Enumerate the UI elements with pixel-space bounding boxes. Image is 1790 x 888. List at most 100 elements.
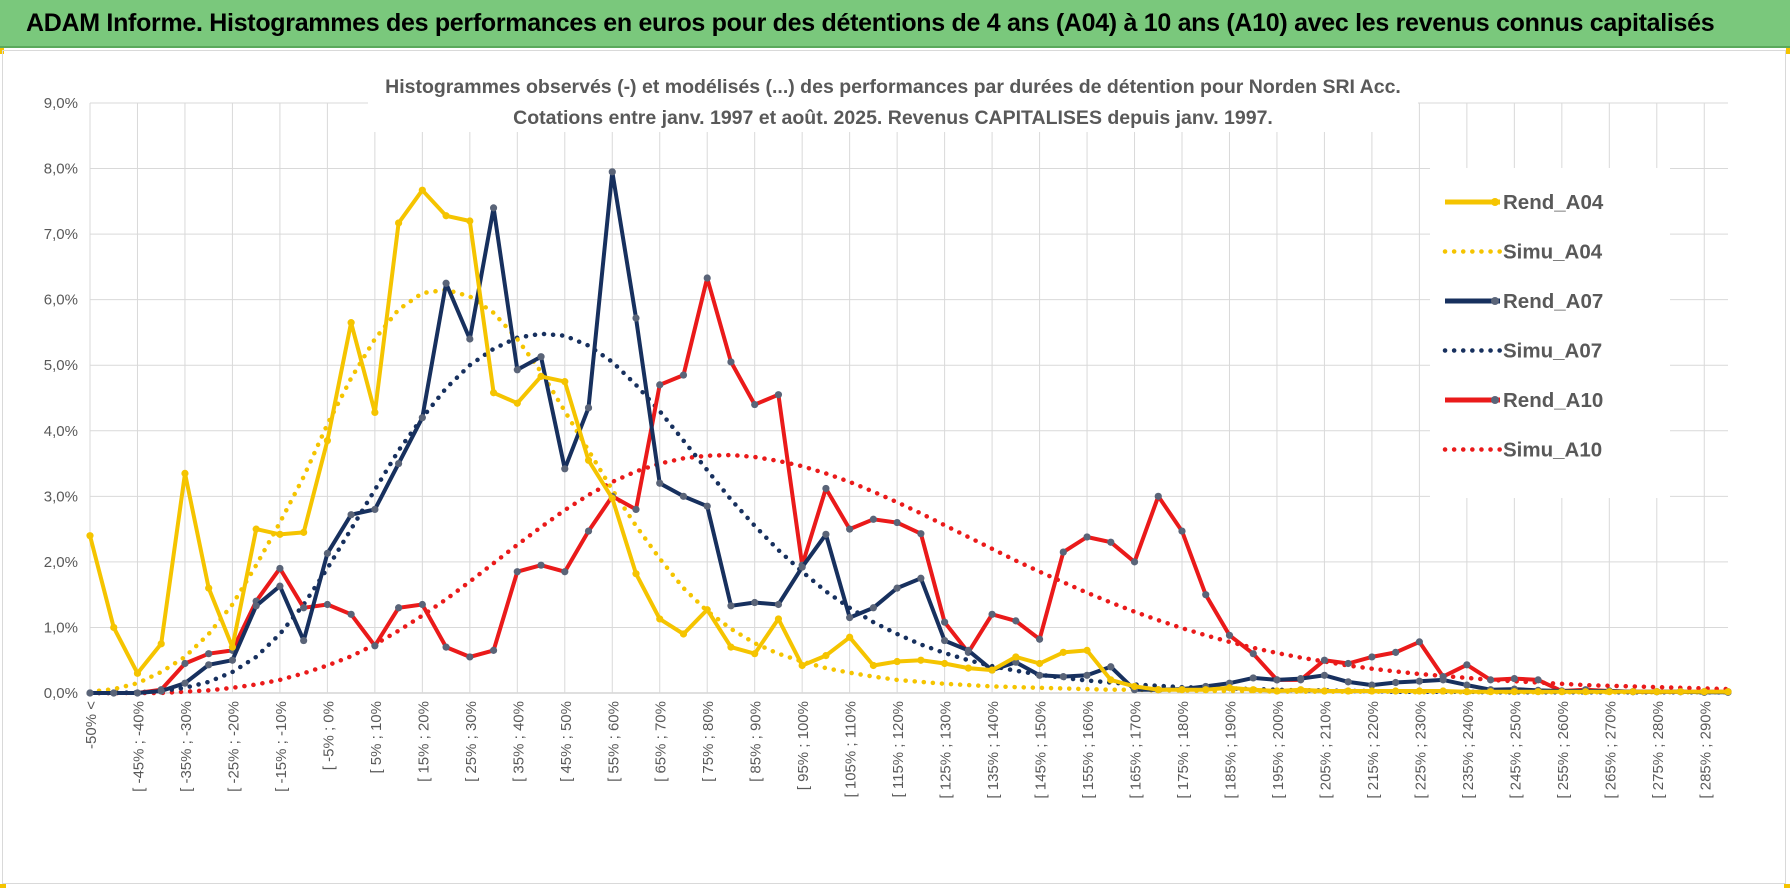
series-point-rend-a10 (181, 659, 189, 668)
series-point-rend-a04 (1534, 688, 1542, 696)
series-point-rend-a10 (323, 600, 331, 609)
x-tick-label: [ 25% ; 30% (463, 701, 480, 782)
series-point-rend-a10 (703, 274, 711, 282)
series-point-rend-a10 (1130, 558, 1139, 566)
series-point-rend-a07 (252, 602, 260, 610)
series-point-rend-a07 (1344, 678, 1352, 686)
y-tick-label: 3,0% (44, 488, 78, 505)
series-line-rend-a10 (90, 276, 1728, 695)
series-point-rend-a10 (1392, 648, 1400, 656)
x-tick-label: [ 5% ; 10% (368, 701, 385, 774)
y-tick-label: 7,0% (44, 226, 78, 243)
series-point-rend-a07 (395, 459, 403, 468)
x-tick-label: [ -15% ; -10% (273, 701, 290, 792)
x-tick-label: [ 135% ; 140% (985, 701, 1002, 799)
series-point-rend-a04 (1202, 686, 1210, 694)
series-point-rend-a04 (1510, 688, 1518, 696)
y-tick-label: 2,0% (44, 554, 78, 571)
series-point-rend-a04 (1558, 688, 1566, 696)
series-point-rend-a07 (703, 502, 711, 510)
series-point-rend-a04 (822, 652, 830, 660)
series-point-rend-a04 (1344, 687, 1352, 695)
series-point-rend-a07 (1297, 674, 1305, 683)
series-point-rend-a07 (869, 604, 877, 612)
series-point-rend-a10 (1083, 533, 1091, 541)
series-point-rend-a04 (917, 656, 925, 664)
x-tick-label: [ 95% ; 100% (795, 701, 812, 790)
series-line-rend-a07 (90, 169, 1728, 695)
series-point-rend-a04 (1273, 687, 1281, 695)
title-banner: ADAM Informe. Histogrammes des performan… (0, 0, 1790, 48)
series-point-rend-a10 (679, 371, 688, 379)
series-point-rend-a04 (679, 630, 688, 638)
series-point-rend-a04 (1581, 688, 1590, 696)
series-point-rend-a07 (751, 598, 759, 607)
legend-label-simu-a04: Simu_A04 (1503, 241, 1603, 264)
series-point-rend-a07 (941, 636, 949, 645)
series-point-rend-a10 (1415, 638, 1423, 646)
series-point-rend-a04 (489, 389, 498, 397)
series-point-rend-a10 (1225, 631, 1234, 639)
series-point-rend-a10 (205, 650, 213, 658)
series-point-rend-a07 (846, 614, 854, 622)
series-point-rend-a10 (1059, 548, 1067, 556)
series-point-rend-a07 (964, 646, 972, 654)
series-point-rend-a07 (632, 314, 640, 322)
series-point-rend-a04 (252, 525, 260, 533)
series-point-rend-a10 (537, 561, 545, 569)
series-point-rend-a10 (941, 618, 949, 626)
series-point-rend-a10 (632, 505, 640, 514)
series-point-rend-a04 (893, 657, 901, 666)
series-point-rend-a04 (513, 399, 521, 407)
series-point-rend-a10 (300, 604, 308, 612)
series-point-rend-a10 (418, 600, 426, 609)
series-point-rend-a07 (276, 582, 284, 590)
series-point-rend-a04 (1724, 688, 1732, 696)
series-point-rend-a04 (395, 219, 403, 227)
series-line-simu-a10 (87, 452, 1731, 696)
series-point-rend-a04 (964, 664, 972, 672)
series-point-rend-a04 (1439, 687, 1447, 695)
series-point-rend-a07 (561, 465, 569, 473)
y-tick-label: 6,0% (44, 292, 78, 309)
series-point-rend-a04 (181, 469, 189, 477)
x-tick-label: [ 265% ; 270% (1602, 701, 1619, 799)
series-point-rend-a10 (513, 568, 521, 576)
x-tick-label: [ 245% ; 250% (1507, 701, 1524, 799)
series-line-rend-a04 (88, 188, 1728, 694)
series-point-rend-a04 (347, 319, 355, 327)
series-point-rend-a10 (1368, 653, 1376, 661)
series-point-rend-a04 (442, 212, 450, 220)
x-tick-label: -50% < (83, 701, 100, 749)
series-point-rend-a07 (489, 204, 498, 212)
series-point-rend-a04 (774, 615, 783, 623)
series-point-rend-a04 (1059, 648, 1067, 656)
series-point-rend-a04 (1130, 682, 1139, 691)
x-tick-label: [ 125% ; 130% (938, 701, 955, 799)
legend-label-rend-a10: Rend_A10 (1503, 389, 1603, 412)
x-tick-label: [ 145% ; 150% (1033, 701, 1050, 799)
series-point-rend-a04 (632, 570, 640, 578)
legend-label-rend-a07: Rend_A07 (1503, 290, 1603, 313)
series-point-rend-a07 (513, 366, 521, 374)
series-point-rend-a07 (917, 574, 925, 582)
series-point-rend-a07 (608, 168, 616, 176)
series-point-rend-a04 (561, 378, 569, 386)
series-point-rend-a04 (1320, 687, 1329, 695)
series-point-rend-a07 (300, 636, 308, 645)
series-point-rend-a07 (656, 479, 664, 487)
y-tick-label: 4,0% (44, 423, 78, 440)
series-point-rend-a04 (1463, 688, 1471, 696)
x-tick-label: [ 35% ; 40% (510, 701, 527, 782)
x-tick-label: [ 155% ; 160% (1080, 701, 1097, 799)
series-point-rend-a07 (798, 563, 806, 571)
series-point-rend-a04 (1035, 659, 1044, 668)
series-point-rend-a10 (489, 646, 498, 654)
x-tick-label: [ 115% ; 120% (890, 701, 907, 797)
series-point-rend-a04 (703, 606, 711, 614)
series-point-rend-a04 (988, 666, 996, 674)
x-tick-label: [ 75% ; 80% (700, 701, 717, 782)
y-tick-label: 8,0% (44, 161, 78, 178)
series-point-rend-a04 (1629, 688, 1637, 696)
series-point-rend-a07 (1392, 678, 1400, 687)
